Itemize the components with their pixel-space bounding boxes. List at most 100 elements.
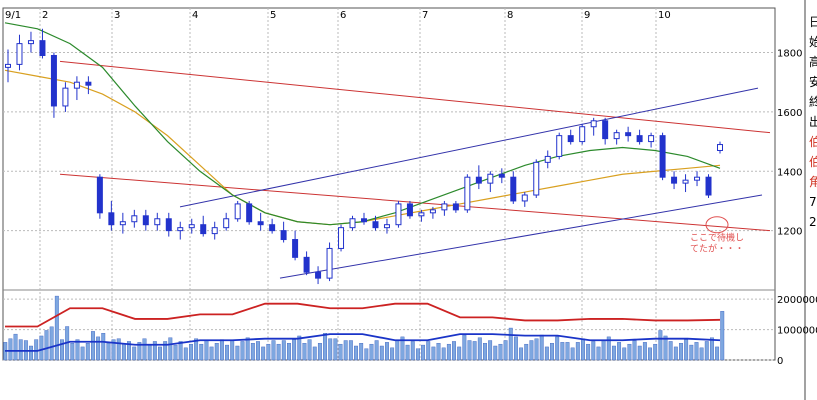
volume-bar (570, 347, 575, 361)
volume-bar (132, 346, 137, 361)
candle (717, 141, 723, 154)
candle (533, 159, 540, 198)
volume-bar (565, 342, 570, 361)
trend-line (59, 173, 771, 232)
candle (73, 76, 80, 101)
candle (383, 218, 390, 234)
trend-line (59, 60, 771, 134)
candle (50, 52, 57, 118)
volume-bar (13, 333, 18, 361)
volume-bar (555, 336, 560, 361)
volume-bar (256, 341, 260, 361)
side-panel-label: 伯 (809, 154, 817, 169)
volume-tick-label: 0 (777, 356, 783, 367)
volume-bar (483, 343, 487, 361)
plot-frame (2, 7, 776, 361)
volume-bar (127, 341, 131, 361)
volume-bar (508, 327, 513, 361)
volume-bar (80, 346, 85, 361)
candle (636, 129, 643, 145)
volume-bar (54, 295, 59, 361)
volume-bar (436, 343, 441, 361)
candle (119, 212, 126, 234)
candle (154, 212, 161, 231)
volume-bar (199, 343, 204, 361)
volume-bar (29, 345, 33, 361)
price-tick-label: 1800 (777, 49, 802, 60)
volume-bar (44, 330, 49, 361)
volume-bar (715, 346, 720, 361)
candle (257, 212, 264, 231)
candle (418, 209, 425, 222)
volume-bar (498, 343, 503, 361)
volume-bar (60, 339, 64, 361)
candle (625, 126, 632, 142)
volume-bar (622, 347, 627, 361)
volume-bar (653, 343, 658, 361)
volume-bar (49, 326, 54, 361)
volume-bar (457, 346, 462, 361)
volume-bar (214, 343, 219, 361)
volume-bar (266, 343, 271, 361)
volume-bar (34, 339, 39, 361)
candle (280, 221, 287, 243)
volume-bar (462, 334, 467, 361)
x-tick-label: 2 (42, 10, 48, 21)
volume-bar (343, 340, 348, 361)
volume-bar (18, 339, 23, 361)
volume-bar (302, 343, 307, 361)
candle (131, 209, 138, 228)
candle (349, 215, 356, 231)
volume-bar (673, 346, 678, 361)
candle (315, 266, 322, 285)
candle (705, 174, 712, 198)
candle (671, 171, 678, 190)
x-tick-label: 3 (114, 10, 120, 21)
volume-bar (632, 340, 637, 361)
annotation-text: てたが・・・ (690, 243, 744, 255)
candle (372, 215, 379, 231)
candle (648, 132, 655, 148)
volume-bar (364, 348, 369, 361)
side-panel-label: 安 (809, 74, 817, 89)
volume-bar (287, 343, 291, 361)
candle (567, 129, 574, 145)
volume-bar (488, 340, 493, 361)
candle (338, 224, 345, 252)
volume-bar (704, 341, 709, 361)
volume-bar (173, 344, 178, 361)
x-tick-label: 8 (507, 10, 513, 21)
candle (406, 200, 413, 219)
volume-bar (240, 341, 245, 361)
candle (361, 212, 367, 225)
volume-bar (106, 343, 111, 361)
volume-bar (317, 343, 322, 361)
volume-bar (374, 340, 379, 361)
volume-bar (142, 338, 147, 361)
volume-bar (328, 338, 333, 361)
volume-bar (121, 343, 126, 361)
candle (292, 230, 299, 261)
volume-bar (663, 335, 668, 361)
price-tick-label: 1200 (777, 227, 802, 238)
volume-bar (194, 338, 199, 361)
x-tick-label: 9/1 (5, 10, 21, 21)
volume-ma-red (5, 302, 721, 328)
volume-ma-blue (5, 333, 721, 352)
side-panel-label: 高 (809, 54, 817, 69)
volume-bar (477, 337, 482, 361)
volume-bar (709, 337, 714, 361)
volume-bar (550, 343, 554, 361)
volume-bar (379, 345, 384, 361)
x-tick-label: 4 (192, 10, 198, 21)
candle (108, 200, 115, 231)
volume-bar (467, 340, 472, 361)
volume-bar (493, 345, 498, 361)
side-panel-label: 7 (809, 195, 817, 209)
